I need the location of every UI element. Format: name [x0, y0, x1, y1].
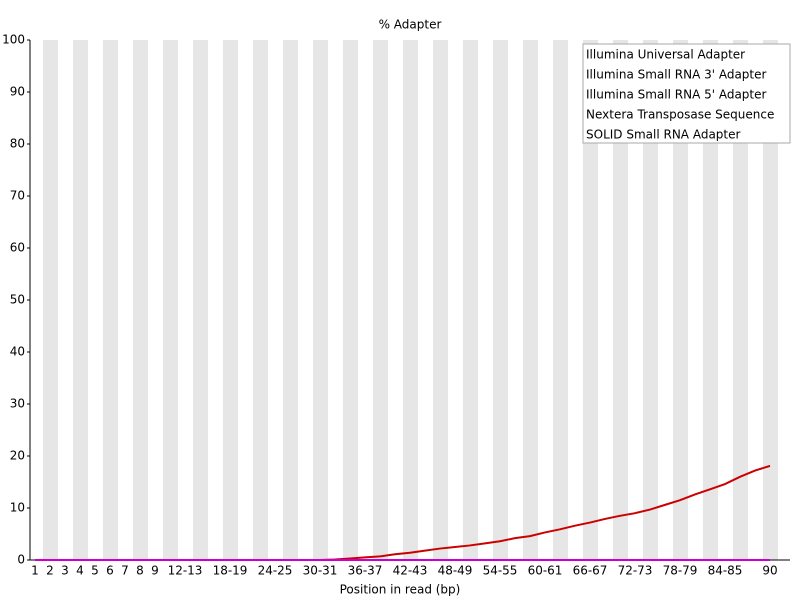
legend-entry: Illumina Universal Adapter [586, 48, 745, 62]
stripe [733, 40, 748, 560]
legend-entry: Nextera Transposase Sequence [586, 108, 774, 122]
stripe [163, 40, 178, 560]
x-tick-label: 3 [61, 564, 69, 578]
stripe [343, 40, 358, 560]
x-tick-label: 12-13 [168, 564, 203, 578]
y-tick-label: 70 [10, 189, 25, 203]
x-tick-label: 78-79 [663, 564, 698, 578]
legend-entry: Illumina Small RNA 5' Adapter [586, 88, 767, 102]
x-tick-label: 4 [76, 564, 84, 578]
x-tick-label: 60-61 [528, 564, 563, 578]
stripe [133, 40, 148, 560]
stripe [193, 40, 208, 560]
x-tick-label: 72-73 [618, 564, 653, 578]
x-tick-label: 30-31 [303, 564, 338, 578]
legend-box [582, 43, 791, 144]
stripe [553, 40, 568, 560]
y-tick-label: 80 [10, 137, 25, 151]
x-tick-label: 90 [762, 564, 777, 578]
stripe [373, 40, 388, 560]
stripe [643, 40, 658, 560]
stripe [613, 40, 628, 560]
stripe [253, 40, 268, 560]
stripe [43, 40, 58, 560]
stripe [403, 40, 418, 560]
y-tick-label: 50 [10, 293, 25, 307]
y-tick-label: 10 [10, 501, 25, 515]
x-tick-label: 7 [121, 564, 129, 578]
x-tick-label: 84-85 [708, 564, 743, 578]
x-tick-label: 18-19 [213, 564, 248, 578]
stripe [103, 40, 118, 560]
legend-entry: SOLID Small RNA Adapter [586, 128, 740, 142]
x-tick-label: 8 [136, 564, 144, 578]
y-tick-label: 100 [2, 33, 25, 47]
y-tick-label: 0 [17, 553, 25, 567]
stripe [73, 40, 88, 560]
x-tick-label: 48-49 [438, 564, 473, 578]
x-tick-label: 24-25 [258, 564, 293, 578]
stripe [703, 40, 718, 560]
x-tick-label: 2 [46, 564, 54, 578]
chart-title: % Adapter [379, 18, 442, 32]
y-tick-label: 20 [10, 449, 25, 463]
x-tick-label: 5 [91, 564, 99, 578]
stripe [493, 40, 508, 560]
y-tick-label: 30 [10, 397, 25, 411]
y-tick-label: 60 [10, 241, 25, 255]
x-tick-label: 9 [151, 564, 159, 578]
stripe [523, 40, 538, 560]
x-tick-label: 6 [106, 564, 114, 578]
stripe [763, 40, 778, 560]
stripe [283, 40, 298, 560]
stripe [463, 40, 478, 560]
y-tick-label: 40 [10, 345, 25, 359]
stripe [223, 40, 238, 560]
stripes [43, 40, 778, 560]
x-tick-label: 66-67 [573, 564, 608, 578]
x-tick-label: 36-37 [348, 564, 383, 578]
y-tick-label: 90 [10, 85, 25, 99]
x-axis-label: Position in read (bp) [340, 583, 461, 597]
stripe [313, 40, 328, 560]
legend-entry: Illumina Small RNA 3' Adapter [586, 68, 767, 82]
stripe [433, 40, 448, 560]
x-tick-label: 1 [31, 564, 39, 578]
x-tick-label: 54-55 [483, 564, 518, 578]
x-tick-label: 42-43 [393, 564, 428, 578]
stripe [583, 40, 598, 560]
stripe [673, 40, 688, 560]
